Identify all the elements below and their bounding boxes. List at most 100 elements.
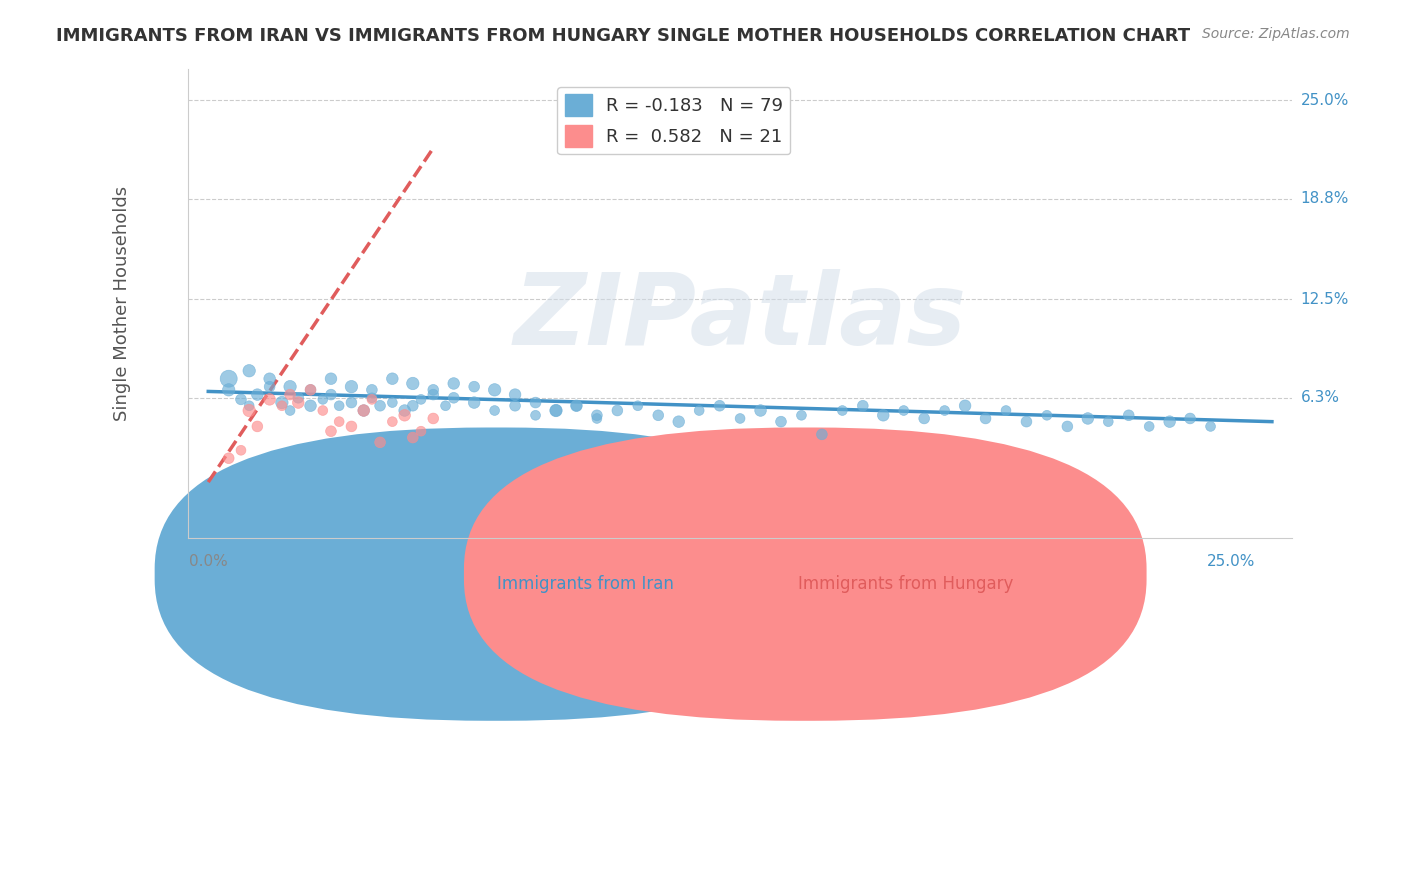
Point xyxy=(259,392,281,407)
Point xyxy=(312,392,335,407)
Point xyxy=(381,415,404,429)
Point xyxy=(1077,411,1099,425)
Point xyxy=(394,403,416,417)
Point xyxy=(319,372,342,386)
Point xyxy=(544,403,567,417)
Point xyxy=(229,443,252,458)
Point xyxy=(299,383,322,397)
Point xyxy=(524,395,547,409)
Point xyxy=(811,427,834,442)
Point xyxy=(259,379,281,393)
Text: 12.5%: 12.5% xyxy=(1301,292,1348,307)
Point xyxy=(328,399,350,413)
Point xyxy=(1199,419,1222,434)
Text: 25.0%: 25.0% xyxy=(1206,554,1256,569)
Point xyxy=(299,399,322,413)
Point xyxy=(586,411,609,425)
Point xyxy=(831,403,853,417)
Point xyxy=(463,395,485,409)
Point xyxy=(852,399,875,413)
Point xyxy=(893,403,915,417)
FancyBboxPatch shape xyxy=(155,427,838,721)
Point xyxy=(565,399,588,413)
Point xyxy=(524,409,547,423)
Point xyxy=(340,419,363,434)
Point xyxy=(394,409,416,423)
Point xyxy=(402,399,425,413)
Point xyxy=(246,387,269,401)
Point xyxy=(503,387,526,401)
Point xyxy=(353,403,375,417)
Text: 6.3%: 6.3% xyxy=(1301,391,1340,405)
Point xyxy=(278,387,301,401)
Point xyxy=(606,403,628,417)
Point xyxy=(381,395,404,409)
Point xyxy=(627,399,650,413)
Point xyxy=(1159,415,1181,429)
Point xyxy=(1097,415,1119,429)
Point xyxy=(422,387,444,401)
Legend: R = -0.183   N = 79, R =  0.582   N = 21: R = -0.183 N = 79, R = 0.582 N = 21 xyxy=(557,87,790,154)
Point xyxy=(443,391,465,405)
Point xyxy=(1137,419,1160,434)
FancyBboxPatch shape xyxy=(464,427,1146,721)
Point xyxy=(790,409,813,423)
Point xyxy=(340,395,363,409)
Point xyxy=(769,415,792,429)
Point xyxy=(278,379,301,393)
Point xyxy=(565,399,588,413)
Point xyxy=(238,364,260,378)
Text: IMMIGRANTS FROM IRAN VS IMMIGRANTS FROM HUNGARY SINGLE MOTHER HOUSEHOLDS CORRELA: IMMIGRANTS FROM IRAN VS IMMIGRANTS FROM … xyxy=(56,27,1191,45)
Point xyxy=(668,415,690,429)
Point xyxy=(238,403,260,417)
Point xyxy=(1036,409,1059,423)
Point xyxy=(586,409,609,423)
Point xyxy=(422,411,444,425)
Point xyxy=(368,399,391,413)
Point xyxy=(361,391,384,405)
Point xyxy=(299,383,322,397)
Point xyxy=(218,383,240,397)
Point xyxy=(409,424,432,438)
Point xyxy=(974,411,997,425)
Point xyxy=(484,403,506,417)
Point xyxy=(872,409,894,423)
Point xyxy=(218,451,240,466)
Point xyxy=(728,411,751,425)
Point xyxy=(1056,419,1078,434)
Point xyxy=(312,403,335,417)
Point xyxy=(934,403,956,417)
Point xyxy=(409,392,432,407)
Point xyxy=(402,431,425,445)
Point xyxy=(270,399,292,413)
Point xyxy=(443,376,465,391)
Point xyxy=(953,399,976,413)
Point xyxy=(368,435,391,450)
Point xyxy=(259,372,281,386)
Point xyxy=(278,403,301,417)
Text: 25.0%: 25.0% xyxy=(1301,93,1348,108)
Point xyxy=(484,383,506,397)
Point xyxy=(434,399,457,413)
Text: 0.0%: 0.0% xyxy=(188,554,228,569)
Point xyxy=(912,411,935,425)
Point xyxy=(361,392,384,407)
Point xyxy=(270,395,292,409)
Text: Single Mother Households: Single Mother Households xyxy=(112,186,131,421)
Point xyxy=(995,403,1018,417)
Point xyxy=(353,403,375,417)
Point xyxy=(287,391,309,405)
Text: ZIPatlas: ZIPatlas xyxy=(513,268,967,366)
Point xyxy=(238,399,260,413)
Point xyxy=(1118,409,1140,423)
Point xyxy=(319,424,342,438)
Point xyxy=(544,403,567,417)
Point xyxy=(287,395,309,409)
Text: Immigrants from Iran: Immigrants from Iran xyxy=(496,575,673,593)
Point xyxy=(402,376,425,391)
Point xyxy=(218,372,240,386)
Point xyxy=(340,379,363,393)
Point xyxy=(229,392,252,407)
Point xyxy=(709,399,731,413)
Point xyxy=(319,387,342,401)
